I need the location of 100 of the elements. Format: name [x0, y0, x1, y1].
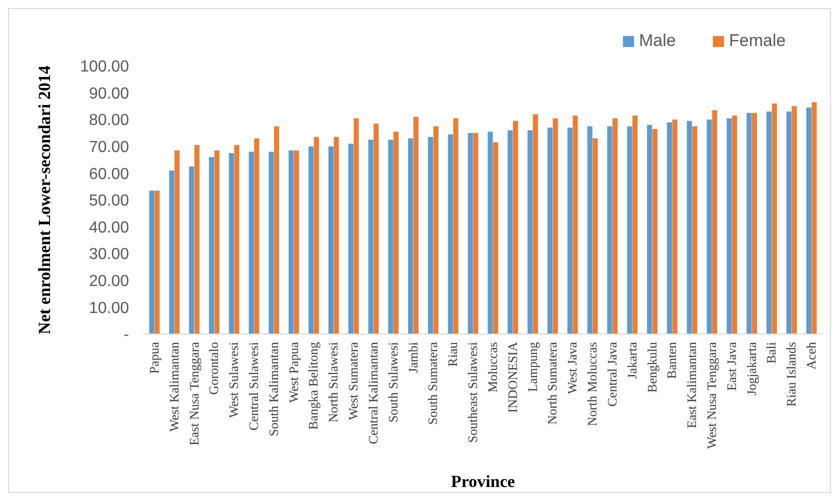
x-tick-label: Southeast Sulawesi [465, 342, 480, 443]
bar [712, 110, 718, 334]
legend-label: Female [729, 31, 786, 50]
bar [248, 152, 254, 334]
y-tick-label: 70.00 [88, 139, 130, 156]
bar [627, 126, 632, 334]
bar [666, 122, 672, 334]
bar [612, 118, 618, 334]
bar [547, 128, 553, 334]
bar [746, 112, 752, 334]
x-tick-label: East Nusa Tenggara [186, 342, 202, 446]
y-tick-label: 50.00 [88, 192, 130, 210]
bar [647, 124, 652, 334]
x-tick-label: Moluccas [484, 342, 500, 393]
bar [632, 116, 638, 334]
bar [772, 104, 777, 334]
y-tick-label: 40.00 [88, 219, 130, 236]
bar [254, 138, 260, 334]
bar [812, 102, 817, 334]
bar [408, 138, 414, 334]
bar [194, 145, 200, 334]
bar [348, 144, 354, 334]
x-tick-label: Banten [664, 342, 680, 379]
x-tick-label: North Sulawesi [326, 342, 341, 423]
bar [294, 150, 300, 334]
x-tick-label: Central Sulawesi [246, 342, 262, 430]
bar [308, 146, 314, 334]
x-tick-label: Bali [764, 342, 779, 364]
x-tick-label: Lampung [524, 342, 540, 392]
bar [189, 166, 194, 334]
bar [752, 112, 758, 334]
y-tick-label: 20.00 [88, 273, 130, 290]
bar [766, 112, 772, 334]
bar [493, 142, 498, 334]
bar [169, 170, 174, 334]
x-tick-label: West Papua [286, 342, 301, 403]
x-tick-label: West Nusa Tenggara [704, 342, 719, 449]
bar [468, 133, 473, 334]
bar [706, 120, 712, 334]
bar [228, 153, 234, 334]
bar [288, 150, 294, 334]
bar [473, 133, 478, 334]
bar [328, 146, 334, 334]
bar [806, 108, 812, 334]
bar [433, 126, 438, 334]
bar [234, 145, 240, 334]
x-tick-label: Jambi [405, 342, 420, 374]
bar [268, 152, 274, 334]
x-tick-label: Aceh [804, 342, 819, 370]
bar [592, 138, 598, 334]
x-tick-label: West Sumatera [346, 342, 361, 420]
bar [413, 116, 419, 334]
bar [513, 120, 518, 334]
y-tick-label: 80.00 [88, 112, 130, 130]
x-tick-label: West Sulawesi [226, 342, 242, 418]
bar [214, 150, 220, 334]
bar [488, 132, 493, 334]
x-tick-label: West Kalimantan [166, 342, 182, 432]
x-tick-label: South Kalimantan [266, 342, 281, 436]
x-tick-label: INDONESIA [504, 341, 520, 413]
bar [368, 140, 374, 334]
x-tick-label: Riau [445, 342, 460, 367]
x-tick-label: North Moluccas [584, 342, 600, 426]
bar [587, 126, 592, 334]
bar [792, 106, 797, 334]
bar [274, 126, 280, 334]
y-axis-title: Net enrolment Lower-secondari 2014 [35, 65, 54, 334]
y-tick-label: 90.00 [88, 85, 130, 102]
y-tick-label: - [124, 326, 129, 344]
bar [652, 128, 658, 334]
x-tick-label: Jogjakarta [744, 342, 759, 396]
x-tick-label: North Sumatera [544, 342, 560, 425]
x-tick-label: Riau Islands [784, 342, 799, 407]
bar [208, 157, 214, 334]
bar [607, 126, 612, 334]
bar [572, 116, 578, 334]
bar [567, 128, 572, 334]
x-tick-label: East Java [724, 342, 739, 391]
bar [686, 120, 692, 334]
x-tick-label: South Sumatera [425, 342, 440, 425]
bar [726, 118, 732, 334]
x-tick-label: West Java [564, 342, 580, 394]
bar [428, 137, 434, 334]
bar [732, 116, 738, 334]
bar [692, 126, 698, 334]
x-tick-label: Bangka Belitong [306, 342, 321, 430]
y-tick-label: 10.00 [88, 300, 130, 317]
bar [314, 137, 319, 334]
bar [374, 124, 379, 334]
bar [552, 118, 558, 334]
bar [334, 137, 339, 334]
y-tick-label: 30.00 [88, 246, 130, 264]
bar [532, 114, 538, 334]
x-tick-label: Jakarta [624, 342, 640, 379]
bar [149, 190, 154, 334]
bar [448, 134, 453, 334]
x-tick-label: Central Java [604, 342, 620, 407]
y-tick-label: 100.00 [80, 58, 130, 76]
bar [354, 118, 359, 334]
bar [174, 150, 180, 334]
